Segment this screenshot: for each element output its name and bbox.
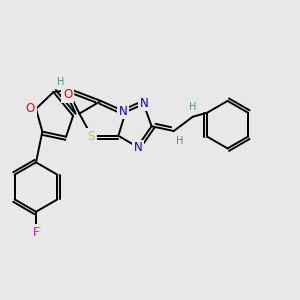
Text: S: S	[88, 130, 95, 143]
Text: N: N	[134, 141, 143, 154]
Text: H: H	[57, 77, 64, 87]
Text: O: O	[63, 88, 72, 101]
Text: H: H	[189, 102, 196, 112]
Text: F: F	[33, 226, 39, 239]
Text: O: O	[26, 102, 35, 115]
Text: N: N	[119, 105, 128, 118]
Text: N: N	[140, 97, 149, 110]
Text: H: H	[176, 136, 183, 146]
